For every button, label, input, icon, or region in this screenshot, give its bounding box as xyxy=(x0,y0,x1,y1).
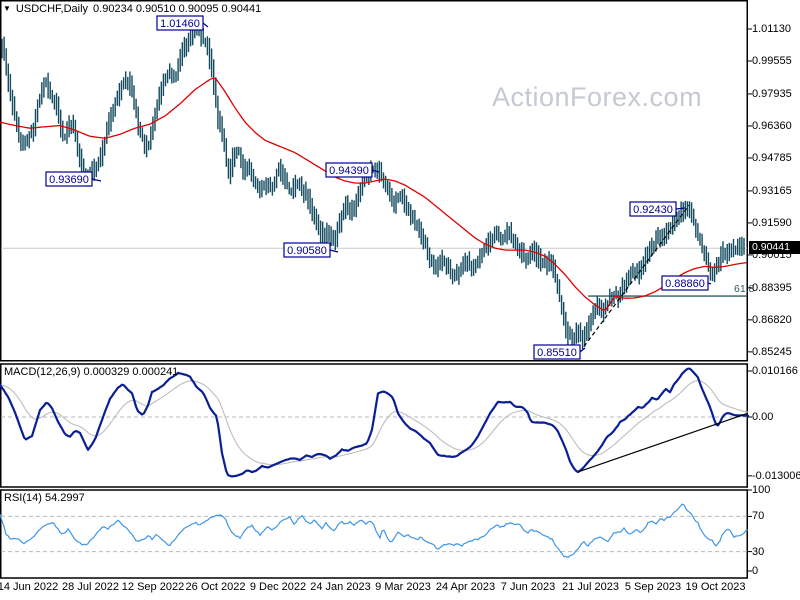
date-axis-label: 7 Jun 2023 xyxy=(500,581,556,593)
date-axis-label: 21 Jul 2023 xyxy=(562,581,619,593)
rsi-axis-label: 70 xyxy=(752,510,765,523)
macd-axis-label: 0.010166 xyxy=(752,365,798,377)
macd-panel-border xyxy=(0,363,748,488)
price-axis-label: 0.94785 xyxy=(752,151,792,164)
macd-trendline xyxy=(577,412,749,473)
moving-average-line xyxy=(0,77,748,311)
annotation-connector xyxy=(202,22,209,28)
ohlc-values: 0.90234 0.90510 0.90095 0.90441 xyxy=(93,2,262,15)
annotation-box xyxy=(283,242,331,258)
rsi-name: RSI(14) xyxy=(4,492,42,504)
price-axis-label: 0.93165 xyxy=(752,184,792,197)
rsi-axis-label: 100 xyxy=(752,484,771,496)
price-axis-label: 0.85245 xyxy=(752,345,792,358)
candlesticks xyxy=(1,16,745,350)
rsi-line xyxy=(0,503,749,559)
chart-header: ▼ USDCHF,Daily 0.90234 0.90510 0.90095 0… xyxy=(3,2,261,15)
date-axis-label: 9 Dec 2022 xyxy=(249,581,307,593)
annotation-box xyxy=(661,275,709,291)
annotation-price-label: 0.94390 xyxy=(329,165,369,177)
date-axis-label: 24 Apr 2023 xyxy=(435,581,496,593)
collapse-chart-icon[interactable]: ▼ xyxy=(3,3,11,13)
rsi-axis-label: 0 xyxy=(752,565,759,577)
symbol-title: USDCHF,Daily xyxy=(15,2,89,15)
annotation-connector xyxy=(91,178,102,182)
annotation-price-label: 0.85510 xyxy=(537,347,577,359)
price-axis-label: 0.91590 xyxy=(752,216,792,229)
rsi-panel-border xyxy=(0,489,748,579)
macd-signal-line xyxy=(0,379,749,466)
date-axis-label: 5 Sep 2023 xyxy=(624,581,682,593)
date-axis-label: 19 Oct 2023 xyxy=(685,581,746,593)
watermark: ActionForex.com xyxy=(492,82,703,112)
rsi-axis-label: 30 xyxy=(752,545,765,558)
annotation-connector xyxy=(371,169,380,173)
annotation-price-label: 0.88860 xyxy=(665,278,705,290)
macd-name: MACD(12,26,9) xyxy=(4,366,81,378)
price-axis-label: 0.97935 xyxy=(752,87,792,100)
annotation-connector xyxy=(579,347,586,353)
macd-main-line xyxy=(0,367,750,478)
rsi-indicator-label: RSI(14) 54.2997 xyxy=(4,492,85,504)
price-axis-label: 0.86820 xyxy=(752,313,792,326)
macd-indicator-label: MACD(12,26,9) 0.000329 0.000241 xyxy=(4,366,178,378)
annotation-connector xyxy=(675,207,686,210)
annotation-box xyxy=(156,15,204,31)
date-axis-label: 24 Jan 2023 xyxy=(310,581,371,593)
annotation-box xyxy=(325,162,373,178)
annotation-price-label: 0.92430 xyxy=(633,204,673,216)
annotation-box xyxy=(533,344,581,360)
price-axis-label: 0.88395 xyxy=(752,281,792,294)
date-axis-label: 28 Jul 2022 xyxy=(62,581,119,593)
annotation-box xyxy=(629,201,677,217)
macd-axis-label: 0.00 xyxy=(752,411,774,423)
fib-level-label: 61.8 xyxy=(734,283,755,295)
price-axis-label: 0.96360 xyxy=(752,119,792,132)
price-trendline-dashed xyxy=(583,204,690,347)
annotation-connector xyxy=(329,249,339,253)
macd-values: 0.000329 0.000241 xyxy=(83,366,179,378)
current-price-tag: 0.90441 xyxy=(749,241,800,255)
date-axis-label: 12 Sep 2022 xyxy=(121,581,185,593)
annotation-price-label: 0.93690 xyxy=(49,174,89,186)
date-axis-label: 26 Oct 2022 xyxy=(185,581,246,593)
annotation-price-label: 0.90580 xyxy=(287,245,327,257)
macd-axis-label: -0.013006 xyxy=(752,469,800,482)
annotation-box xyxy=(45,171,93,187)
annotation-price-label: 1.01460 xyxy=(160,18,200,30)
price-axis-label: 0.99555 xyxy=(752,55,792,67)
date-axis-label: 14 Jun 2022 xyxy=(0,581,59,593)
date-axis-label: 9 Mar 2023 xyxy=(375,581,431,593)
rsi-value: 54.2997 xyxy=(44,492,85,504)
price-axis-label: 1.01130 xyxy=(752,23,791,35)
price-panel-border xyxy=(0,0,748,362)
